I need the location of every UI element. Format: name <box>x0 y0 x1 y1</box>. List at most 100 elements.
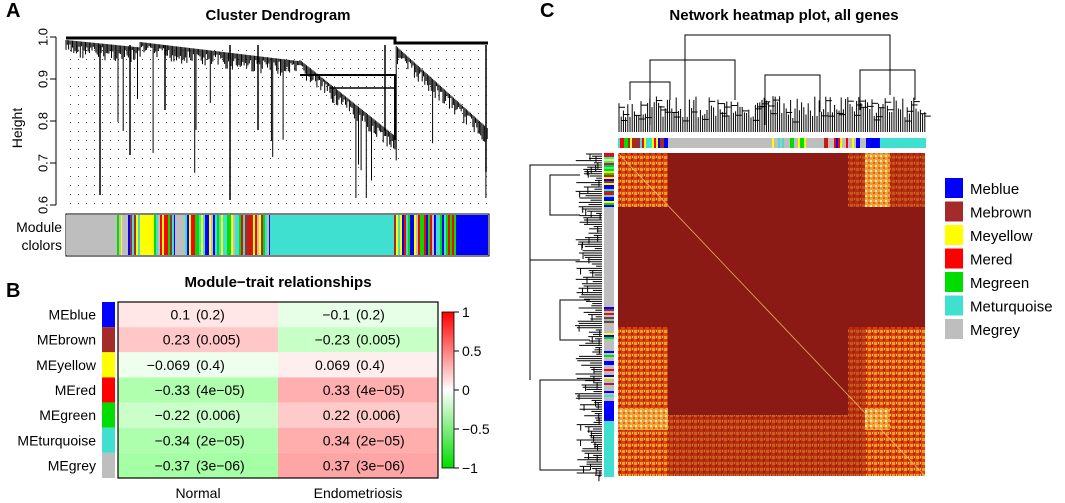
module-color-segment <box>217 215 219 255</box>
left-strip-segment <box>604 277 614 279</box>
leaf-dot <box>190 158 191 159</box>
leaf-dot <box>86 77 87 78</box>
left-strip-segment <box>604 195 614 197</box>
leaf-dot <box>350 194 351 195</box>
leaf-dot <box>102 77 103 78</box>
module-color-segment <box>191 215 193 255</box>
leaf-dot <box>438 158 439 159</box>
top-strip-segment <box>658 138 660 148</box>
left-strip-segment <box>604 165 614 167</box>
module-color-segment <box>424 215 426 255</box>
leaf-dot <box>158 86 159 87</box>
leaf-dot <box>102 194 103 195</box>
top-tree-branch <box>684 34 891 125</box>
leaf-dot <box>390 95 391 96</box>
leaf-dot <box>254 149 255 150</box>
leaf-dot <box>142 95 143 96</box>
leaf-dot <box>270 194 271 195</box>
left-strip-segment <box>604 285 614 287</box>
heatmap-cell <box>118 377 278 403</box>
leaf-dot <box>94 149 95 150</box>
module-color-segment <box>270 215 392 255</box>
leaf-dot <box>262 113 263 114</box>
leaf-dot <box>398 104 399 105</box>
module-color-segment <box>247 215 249 255</box>
top-strip-segment <box>892 138 894 148</box>
leaf-dot <box>390 176 391 177</box>
leaf-dot <box>254 176 255 177</box>
leaf-dot <box>198 203 199 204</box>
module-color-segment <box>168 215 170 255</box>
leaf-dot <box>286 176 287 177</box>
leaf-dot <box>390 77 391 78</box>
leaf-dot <box>134 176 135 177</box>
top-strip-segment <box>868 138 870 148</box>
leaf-dot <box>430 203 431 204</box>
leaf-dot <box>198 122 199 123</box>
leaf-dot <box>286 122 287 123</box>
top-strip-segment <box>688 138 690 148</box>
leaf-dot <box>398 77 399 78</box>
leaf-dot <box>302 50 303 51</box>
top-strip-segment <box>880 138 882 148</box>
leaf-dot <box>294 158 295 159</box>
leaf-dot <box>198 113 199 114</box>
module-color-segment <box>450 215 452 255</box>
leaf-dot <box>318 113 319 114</box>
leaf-dot <box>214 122 215 123</box>
leaf-dot <box>238 140 239 141</box>
leaf-dot <box>262 77 263 78</box>
module-colors-label-line2: clolors <box>22 237 62 253</box>
leaf-dot <box>430 104 431 105</box>
top-strip-segment <box>852 138 854 148</box>
left-strip-segment <box>604 401 614 403</box>
leaf-dot <box>254 86 255 87</box>
leaf-dot <box>374 59 375 60</box>
leaf-dot <box>174 185 175 186</box>
left-strip-segment <box>604 297 614 299</box>
leaf-dot <box>126 176 127 177</box>
leaf-dot <box>326 194 327 195</box>
leaf-dot <box>278 167 279 168</box>
leaf-dot <box>190 203 191 204</box>
leaf-dot <box>326 86 327 87</box>
dendrogram-y-tick-label: 1.0 <box>35 28 50 46</box>
left-strip-segment <box>604 257 614 259</box>
top-strip-segment <box>706 138 708 148</box>
leaf-dot <box>414 59 415 60</box>
top-tree-branch <box>649 59 736 125</box>
leaf-dot <box>470 140 471 141</box>
leaf-dot <box>94 167 95 168</box>
leaf-dot <box>430 122 431 123</box>
legend-swatch <box>945 295 963 316</box>
left-strip-segment <box>604 367 614 369</box>
leaf-dot <box>414 50 415 51</box>
top-strip-segment <box>744 138 746 148</box>
module-color-segment <box>259 215 261 255</box>
leaf-dot <box>334 113 335 114</box>
left-strip-segment <box>604 237 614 239</box>
heatmap-cell <box>118 452 278 478</box>
left-strip-segment <box>604 347 614 349</box>
leaf-dot <box>406 203 407 204</box>
module-color-segment <box>239 215 241 255</box>
top-strip-segment <box>782 138 784 148</box>
module-color-segment <box>229 215 231 255</box>
dendrogram-ylabel: Height <box>9 108 25 149</box>
leaf-dot <box>454 131 455 132</box>
leaf-dot <box>310 122 311 123</box>
top-tree-branch <box>629 81 671 100</box>
leaf-dot <box>222 167 223 168</box>
module-color-segment <box>175 215 185 255</box>
leaf-dot <box>454 122 455 123</box>
left-strip-segment <box>604 199 614 201</box>
heatmap-cell-correlation: −0.33 <box>155 382 191 398</box>
leaf-dot <box>278 158 279 159</box>
leaf-dot <box>70 95 71 96</box>
top-strip-segment <box>876 138 878 148</box>
left-strip-segment <box>604 329 614 331</box>
leaf-dot <box>206 149 207 150</box>
leaf-dot <box>110 158 111 159</box>
leaf-dot <box>486 203 487 204</box>
left-strip-segment <box>604 159 614 161</box>
